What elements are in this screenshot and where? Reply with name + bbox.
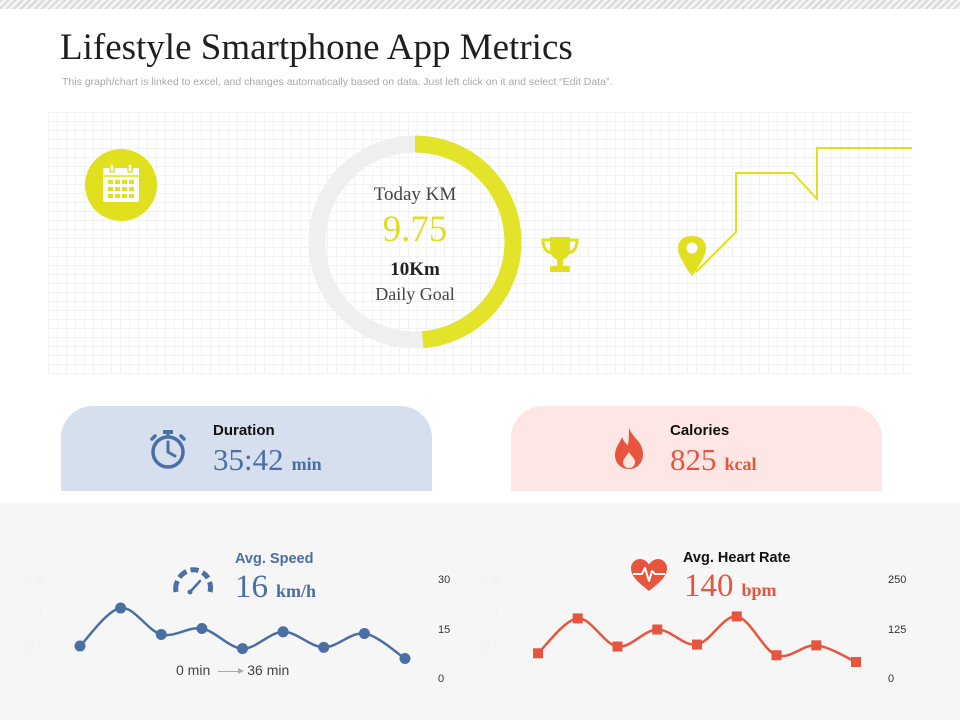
duration-label: Duration [213, 422, 275, 439]
data-point [277, 626, 289, 638]
calories-label: Calories [670, 422, 730, 439]
avg-speed-value-group: 16 km/h [235, 569, 316, 606]
calendar-icon [103, 163, 139, 202]
data-point [533, 648, 543, 659]
heart-ghost-tick: 1.5 [482, 573, 501, 588]
route-line [695, 147, 912, 273]
time-start: 0 min [176, 662, 211, 678]
data-point [318, 641, 330, 653]
series-line [537, 615, 857, 664]
data-point [74, 640, 86, 652]
data-point [237, 643, 248, 655]
distance-progress-donut [308, 135, 522, 349]
duration-card [61, 406, 432, 491]
heart-pulse-icon [631, 559, 667, 591]
heart-ghost-tick: 1 [493, 606, 501, 621]
avg-heart-rate-unit: bpm [741, 580, 777, 600]
donut-progress-arc [414, 135, 522, 349]
time-range: 0 min 36 min [176, 662, 289, 678]
data-point [155, 628, 167, 640]
page-subtitle: This graph/chart is linked to excel, and… [62, 76, 613, 88]
heart-ghost-tick: 0 [493, 673, 501, 688]
data-point [196, 623, 208, 635]
avg-heart-rate-label: Avg. Heart Rate [683, 550, 791, 566]
daily-goal-label: Daily Goal [375, 284, 455, 304]
speed-y-tick: 0 [438, 673, 445, 685]
speedometer-icon [173, 567, 214, 595]
avg-heart-rate-value: 140 [684, 568, 734, 604]
speed-ghost-tick: 0 [37, 673, 45, 688]
trophy-icon [541, 237, 579, 272]
calories-value-group: 825 kcal [670, 442, 757, 478]
top-stripe-bar [0, 0, 960, 9]
data-point [731, 611, 742, 622]
flame-icon [615, 427, 643, 469]
data-point [692, 639, 702, 650]
today-km-value: 9.75 [382, 209, 448, 250]
data-point [399, 653, 411, 665]
data-point [771, 650, 782, 661]
duration-unit: min [291, 454, 322, 474]
calendar-badge [85, 149, 157, 221]
heart-y-tick: 0 [888, 673, 895, 685]
route-path-graphic [678, 147, 912, 276]
page-title: Lifestyle Smartphone App Metrics [60, 27, 573, 68]
speed-y-tick: 15 [438, 624, 451, 636]
duration-value: 35:42 [213, 442, 284, 477]
speed-ghost-tick: 1 [37, 606, 45, 621]
calories-card [511, 406, 882, 491]
speed-y-tick: 30 [438, 574, 451, 586]
heart-ghost-tick: 0.5 [482, 640, 501, 655]
bottom-metrics-panel [0, 503, 960, 720]
avg-speed-value: 16 [235, 569, 268, 605]
speed-ghost-tick: 1.5 [26, 573, 45, 588]
data-point [612, 641, 623, 652]
location-pin-icon [678, 236, 706, 276]
data-point [851, 656, 861, 667]
speed-ghost-tick: 0.5 [26, 640, 45, 655]
data-point [811, 640, 822, 651]
data-point [572, 613, 583, 624]
avg-heart-rate-value-group: 140 bpm [684, 568, 777, 605]
data-point [652, 624, 663, 635]
duration-value-group: 35:42 min [213, 442, 322, 478]
avg-speed-label: Avg. Speed [235, 551, 314, 567]
heart-y-tick: 125 [888, 624, 907, 636]
data-point [115, 602, 127, 614]
today-km-label: Today KM [373, 184, 457, 205]
time-end: 36 min [247, 662, 290, 678]
daily-goal-value: 10Km [390, 259, 440, 280]
calories-value: 825 [670, 442, 717, 477]
arrow-right-icon [218, 667, 245, 674]
data-point [358, 627, 370, 639]
grid-background [48, 112, 912, 374]
avg-speed-unit: km/h [276, 581, 317, 601]
heart-y-tick: 250 [888, 574, 907, 586]
stopwatch-icon [150, 430, 186, 469]
calories-unit: kcal [724, 454, 757, 474]
